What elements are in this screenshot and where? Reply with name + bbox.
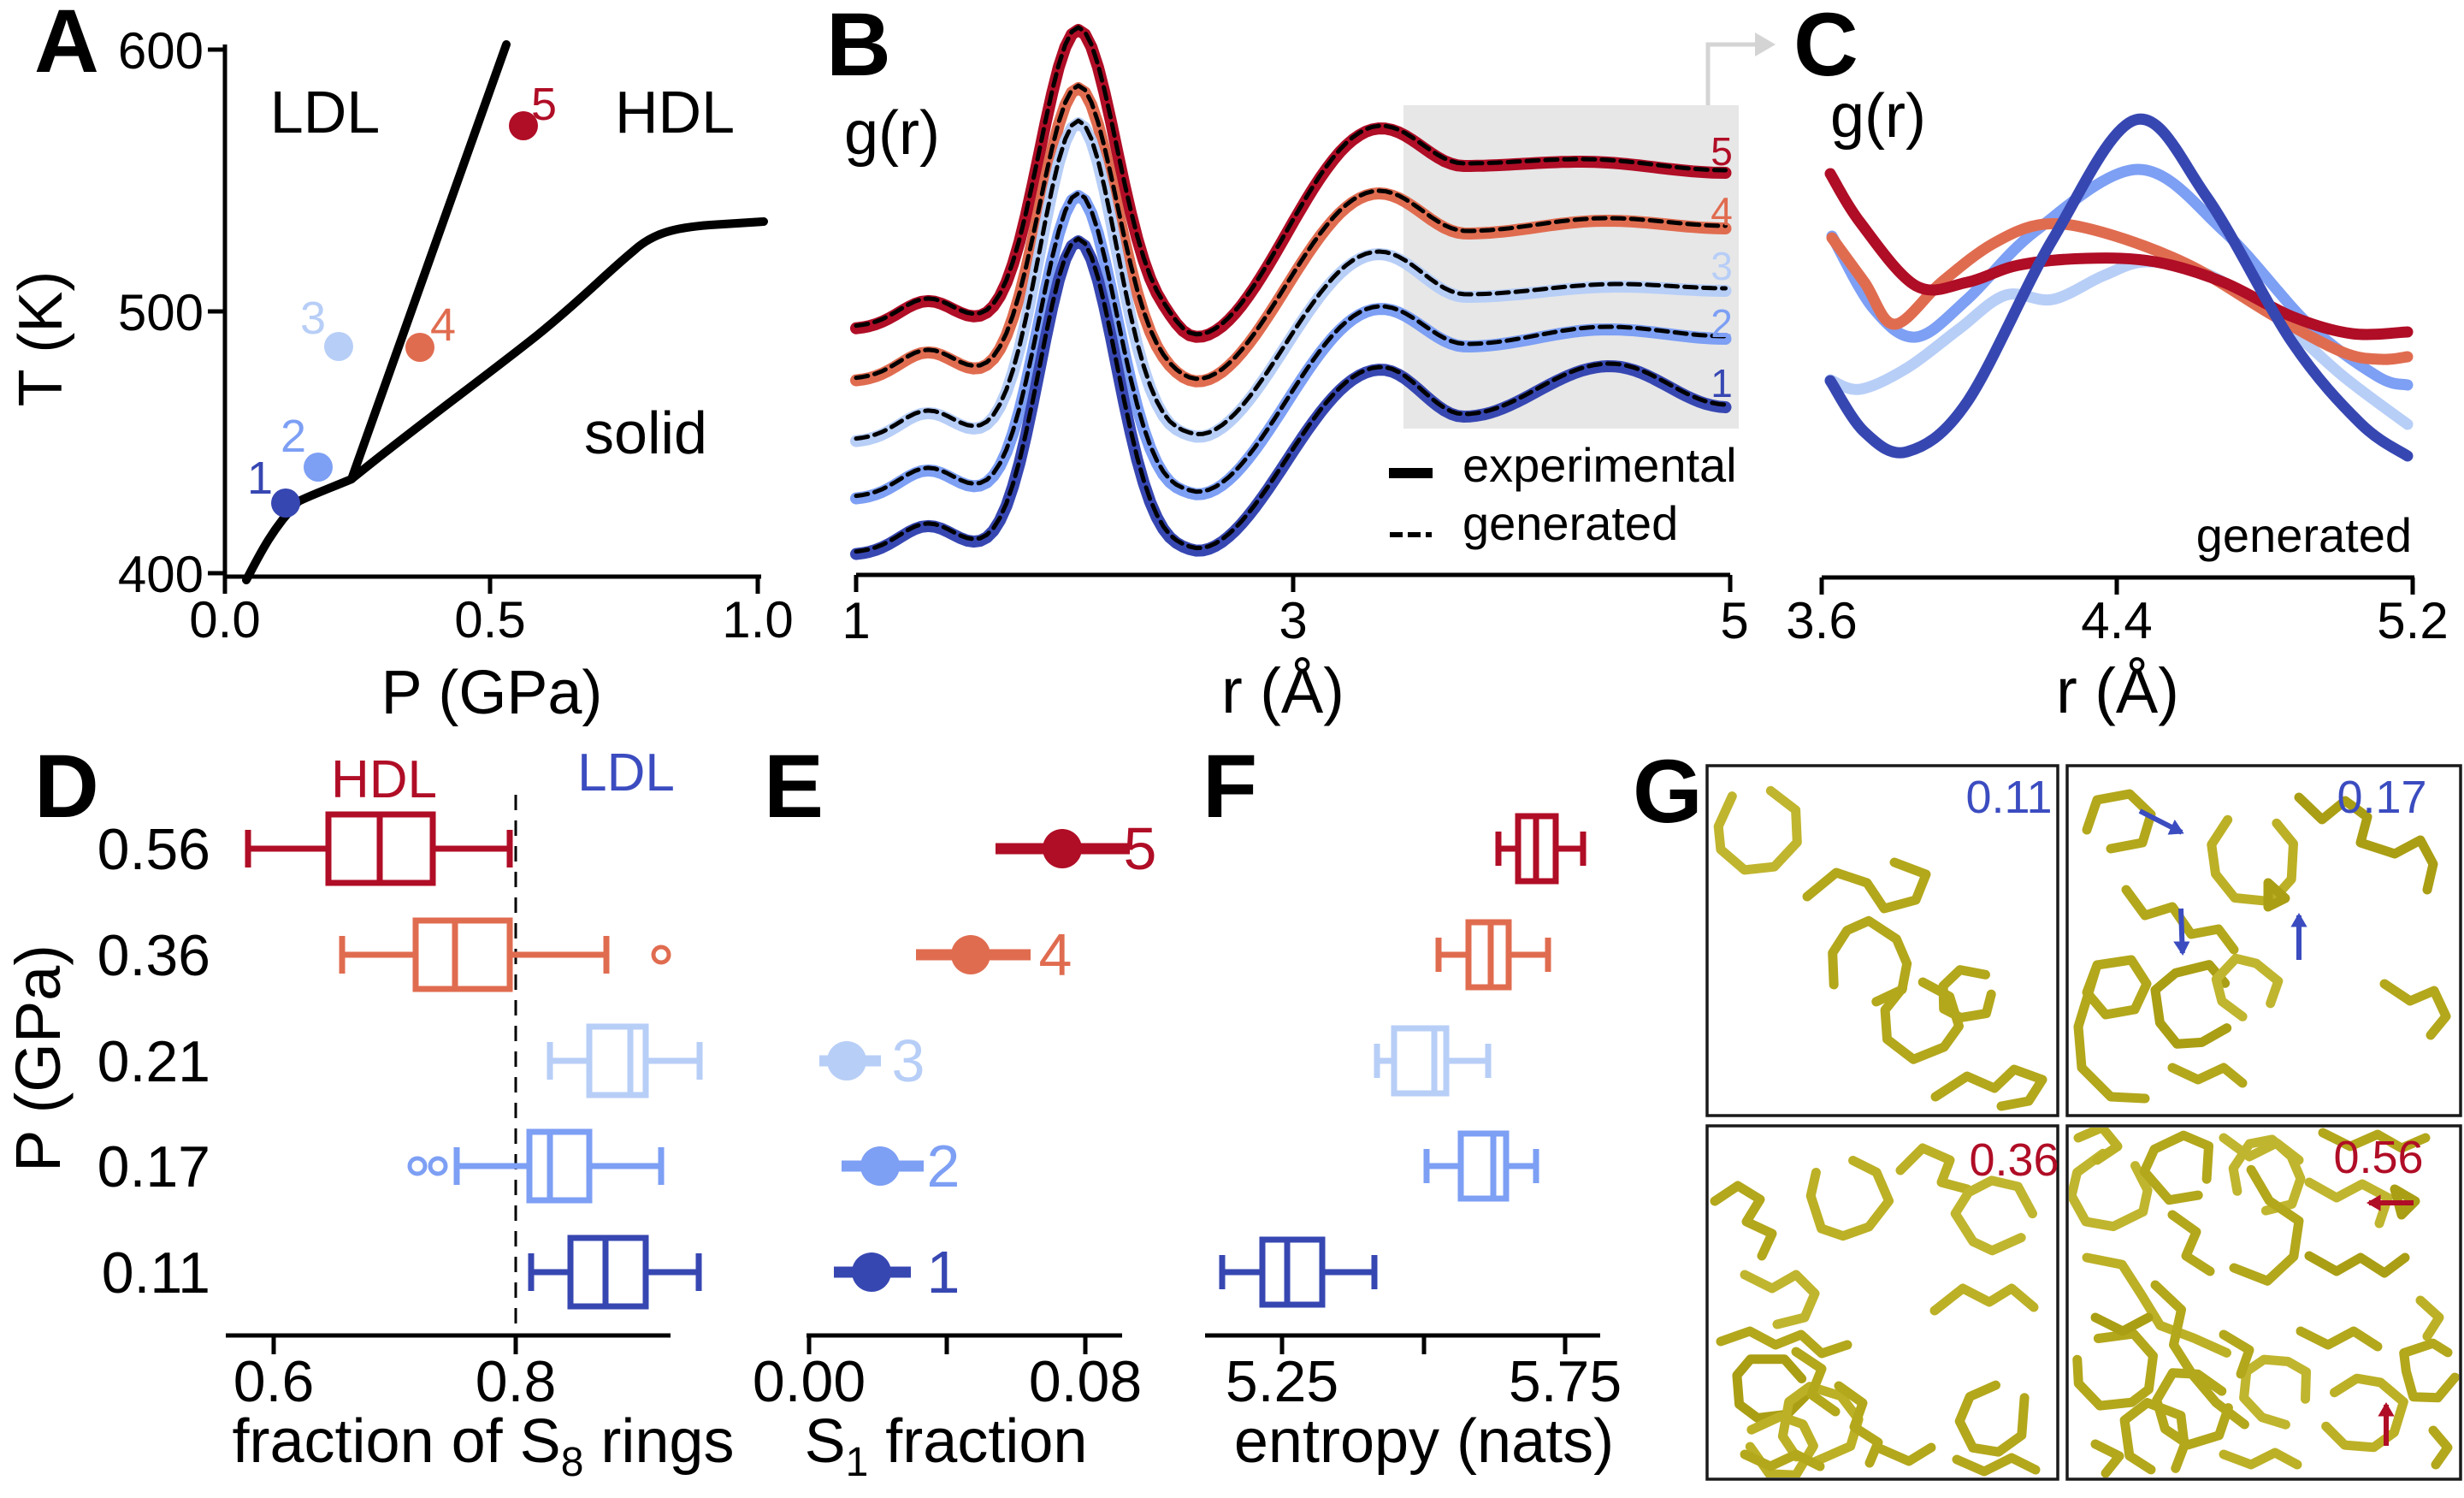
svg-text:0.11: 0.11 (1965, 772, 2052, 823)
svg-text:P (GPa): P (GPa) (381, 659, 603, 727)
svg-text:P (GPa): P (GPa) (3, 944, 74, 1172)
svg-text:5.25: 5.25 (1226, 1349, 1338, 1414)
svg-text:LDL: LDL (577, 743, 675, 802)
svg-text:0.00: 0.00 (753, 1349, 866, 1414)
svg-text:3.6: 3.6 (1786, 592, 1857, 649)
svg-text:1: 1 (842, 592, 870, 649)
svg-text:g(r): g(r) (844, 99, 940, 168)
svg-text:0.36: 0.36 (97, 923, 210, 988)
svg-text:4: 4 (430, 299, 456, 351)
svg-text:0.5: 0.5 (454, 591, 525, 648)
svg-text:600: 600 (118, 22, 204, 80)
svg-text:fraction of S8 rings: fraction of S8 rings (233, 1407, 735, 1485)
svg-text:HDL: HDL (331, 750, 437, 809)
svg-text:5: 5 (1720, 592, 1748, 649)
svg-text:0.6: 0.6 (233, 1349, 315, 1414)
svg-text:HDL: HDL (615, 79, 735, 145)
svg-text:3: 3 (1711, 244, 1733, 288)
svg-text:4.4: 4.4 (2081, 592, 2152, 649)
svg-text:400: 400 (118, 546, 204, 603)
svg-text:5.2: 5.2 (2377, 592, 2448, 649)
svg-text:F: F (1202, 737, 1257, 837)
svg-text:0.0: 0.0 (189, 591, 260, 648)
svg-text:1: 1 (1711, 361, 1733, 406)
svg-text:generated: generated (1462, 496, 1678, 550)
svg-text:3: 3 (1279, 592, 1307, 649)
svg-text:D: D (34, 737, 99, 837)
svg-text:5: 5 (531, 79, 557, 130)
svg-text:5: 5 (1711, 129, 1733, 174)
svg-text:C: C (1793, 0, 1858, 95)
svg-text:B: B (826, 0, 891, 95)
svg-text:entropy (nats): entropy (nats) (1234, 1407, 1614, 1476)
svg-text:500: 500 (118, 284, 204, 341)
svg-text:r (Å): r (Å) (1221, 655, 1344, 726)
svg-text:E: E (764, 737, 824, 837)
svg-text:0.17: 0.17 (97, 1134, 210, 1199)
svg-text:LDL: LDL (270, 79, 380, 145)
svg-text:2: 2 (927, 1133, 960, 1199)
svg-text:experimental: experimental (1462, 438, 1737, 492)
svg-text:3: 3 (300, 293, 326, 344)
svg-text:generated: generated (2196, 508, 2412, 562)
svg-text:5.75: 5.75 (1509, 1349, 1622, 1414)
svg-text:0.56: 0.56 (97, 817, 210, 882)
svg-text:0.17: 0.17 (2337, 772, 2426, 823)
svg-text:0.08: 0.08 (1029, 1349, 1142, 1414)
svg-text:G: G (1633, 742, 1703, 842)
svg-text:2: 2 (1711, 301, 1733, 346)
svg-text:2: 2 (281, 411, 306, 462)
svg-text:1: 1 (247, 453, 273, 504)
svg-text:0.8: 0.8 (476, 1349, 557, 1414)
svg-text:g(r): g(r) (1830, 82, 1926, 151)
svg-text:r (Å): r (Å) (2056, 655, 2179, 726)
svg-text:solid: solid (584, 400, 707, 466)
svg-text:1.0: 1.0 (722, 591, 793, 648)
svg-text:5: 5 (1124, 815, 1157, 882)
svg-text:A: A (34, 0, 99, 92)
svg-text:0.11: 0.11 (102, 1240, 210, 1306)
svg-text:T (K): T (K) (7, 271, 75, 407)
svg-text:0.21: 0.21 (97, 1029, 210, 1094)
svg-text:4: 4 (1039, 921, 1072, 988)
svg-text:1: 1 (927, 1239, 960, 1306)
svg-text:3: 3 (892, 1027, 925, 1094)
svg-text:0.56: 0.56 (2333, 1132, 2423, 1183)
svg-text:4: 4 (1711, 189, 1733, 234)
svg-text:S1 fraction: S1 fraction (805, 1407, 1088, 1485)
svg-text:0.36: 0.36 (1969, 1134, 2059, 1186)
